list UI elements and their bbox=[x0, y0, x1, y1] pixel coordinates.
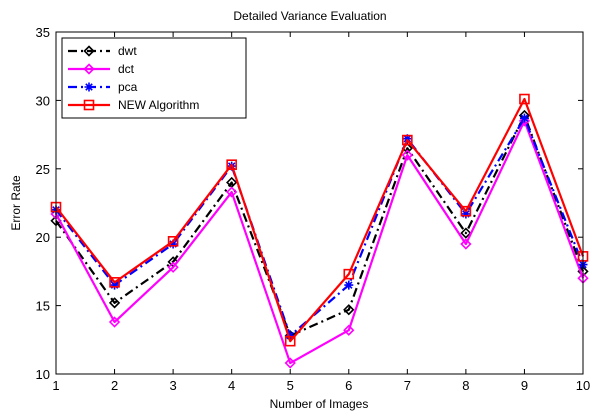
x-tick-label: 4 bbox=[228, 378, 235, 393]
x-tick-label: 1 bbox=[52, 378, 59, 393]
data-point-dct bbox=[167, 261, 179, 273]
legend: dwt dct pca NEW Algorithm bbox=[61, 37, 247, 119]
x-tick-label: 10 bbox=[576, 378, 590, 393]
y-tick-label: 35 bbox=[36, 25, 50, 40]
x-axis-label: Number of Images bbox=[270, 397, 369, 411]
data-point-new-algorithm bbox=[226, 159, 237, 170]
data-point-dwt bbox=[460, 227, 472, 239]
data-point-dct bbox=[518, 115, 531, 127]
legend-label: pca bbox=[118, 80, 138, 94]
legend-label: dwt bbox=[118, 44, 137, 58]
y-tick-label: 20 bbox=[36, 230, 50, 245]
data-point-new-algorithm bbox=[402, 134, 413, 146]
series-line-dct bbox=[55, 119, 585, 365]
data-point-dwt bbox=[343, 304, 355, 316]
data-point-new-algorithm bbox=[343, 268, 355, 280]
legend-marker bbox=[83, 63, 95, 75]
series-dct bbox=[50, 115, 589, 369]
data-point-pca bbox=[402, 134, 412, 144]
legend-item-new-algorithm: NEW Algorithm bbox=[68, 98, 199, 112]
x-tick-label: 3 bbox=[169, 378, 176, 393]
data-point-pca bbox=[344, 280, 354, 290]
x-tick-label: 7 bbox=[404, 378, 411, 393]
y-tick-label: 25 bbox=[36, 162, 50, 177]
legend-item-dct: dct bbox=[68, 62, 135, 76]
y-axis-label: Error Rate bbox=[9, 175, 23, 231]
x-tick-label: 8 bbox=[462, 378, 469, 393]
data-point-new-algorithm bbox=[109, 277, 120, 288]
data-point-new-algorithm bbox=[284, 335, 296, 347]
legend-marker bbox=[84, 82, 94, 92]
data-point-pca bbox=[168, 239, 178, 249]
data-point-pca bbox=[519, 113, 529, 123]
legend-marker bbox=[83, 45, 95, 57]
data-point-new-algorithm bbox=[519, 93, 530, 105]
legend-item-pca: pca bbox=[68, 80, 138, 94]
x-tick-label: 5 bbox=[287, 378, 294, 393]
data-point-new-algorithm bbox=[460, 205, 472, 217]
y-tick-label: 10 bbox=[36, 367, 50, 382]
data-point-dct bbox=[343, 324, 355, 336]
data-point-dct bbox=[401, 149, 413, 161]
data-point-dct bbox=[226, 186, 238, 198]
series-line-dwt bbox=[55, 114, 585, 337]
legend-label: NEW Algorithm bbox=[118, 98, 199, 112]
plot-area bbox=[50, 93, 589, 369]
data-point-pca bbox=[285, 331, 295, 341]
legend-label: dct bbox=[118, 62, 135, 76]
data-point-dct bbox=[284, 357, 296, 369]
y-tick-label: 30 bbox=[36, 93, 50, 108]
x-tick-label: 6 bbox=[345, 378, 352, 393]
data-point-dct bbox=[108, 316, 121, 328]
x-tick-label: 9 bbox=[521, 378, 528, 393]
plot-frame bbox=[55, 31, 584, 375]
y-tick-label: 15 bbox=[36, 299, 50, 314]
data-point-dct bbox=[460, 238, 472, 250]
axes: 1 2 3 4 5 6 7 8 9 10 10 15 20 25 30 35 bbox=[36, 25, 591, 393]
series-line-pca bbox=[55, 117, 585, 337]
x-tick-label: 2 bbox=[111, 378, 118, 393]
legend-item-dwt: dwt bbox=[68, 44, 137, 58]
data-point-new-algorithm bbox=[167, 236, 179, 247]
chart-title: Detailed Variance Evaluation bbox=[233, 9, 386, 23]
series-line-new-algorithm bbox=[55, 97, 585, 343]
data-point-dwt bbox=[108, 297, 121, 309]
legend-marker bbox=[83, 99, 95, 111]
data-point-pca bbox=[461, 209, 471, 219]
data-point-pca bbox=[110, 280, 120, 290]
